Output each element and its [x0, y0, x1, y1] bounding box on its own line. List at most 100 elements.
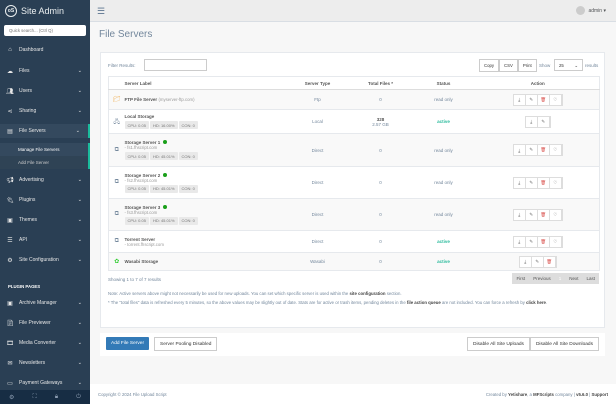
- click-here-link[interactable]: click here: [526, 300, 546, 305]
- download-icon[interactable]: ⤓: [513, 145, 526, 155]
- sidebar-item-users[interactable]: 👥︎ Users ⌄: [6, 88, 82, 95]
- edit-icon[interactable]: ✎: [525, 236, 538, 247]
- heart-icon[interactable]: ♡: [549, 177, 562, 188]
- sidebar-item-api[interactable]: ☰ API ⌄: [7, 237, 82, 244]
- download-icon[interactable]: ⤓: [513, 94, 526, 105]
- status: read only: [410, 198, 477, 231]
- plug-icon: 🔌︎: [6, 197, 14, 204]
- sidebar-item-plugins[interactable]: 🔌︎ Plugins ⌄: [6, 197, 82, 204]
- chevron-down-icon: ⌄: [77, 177, 82, 183]
- sidebar-item-sharing[interactable]: ⋖ Sharing ⌄: [7, 108, 82, 115]
- site-configuration-link[interactable]: site configuration: [349, 291, 386, 296]
- sidebar-item-files[interactable]: ☁ Files ⌄: [7, 68, 82, 75]
- server-name[interactable]: Storage Server 1: [124, 140, 161, 145]
- plugin-item[interactable]: ▭ Payment Gateways ⌄: [7, 380, 82, 387]
- servers-panel: Filter Results: Copy CSV Print Show 25 ⌄ re…: [100, 52, 605, 328]
- sidebar-subitem[interactable]: Add File Server: [0, 156, 90, 169]
- print-button[interactable]: Print: [517, 59, 537, 72]
- yetishare-link[interactable]: Yetishare: [508, 392, 528, 397]
- edit-icon[interactable]: ✎: [525, 145, 538, 155]
- delete-icon[interactable]: 🗑︎: [543, 256, 556, 267]
- heart-icon[interactable]: ♡: [549, 145, 562, 155]
- lock-icon[interactable]: 🔒︎: [54, 393, 59, 400]
- sitemap-icon: ⧉: [108, 198, 125, 231]
- col-server-type[interactable]: Server Type: [284, 76, 351, 90]
- support-link[interactable]: Support: [591, 392, 608, 397]
- plugin-item[interactable]: 📄︎ File Previewer ⌄: [6, 320, 82, 327]
- heart-icon[interactable]: ♡: [549, 209, 562, 220]
- fullscreen-icon[interactable]: ⛶: [32, 393, 37, 400]
- download-icon[interactable]: ⤓: [525, 116, 538, 127]
- col-action: Action: [476, 76, 600, 90]
- disable-downloads-button[interactable]: Disable All Site Downloads: [529, 337, 599, 351]
- delete-icon[interactable]: 🗑︎: [537, 236, 550, 247]
- col-server-label[interactable]: Server Label: [124, 76, 285, 90]
- delete-icon[interactable]: 🗑︎: [537, 145, 550, 155]
- page-size-select[interactable]: 25 ⌄: [554, 59, 583, 71]
- disable-uploads-button[interactable]: Disable All Site Uploads: [467, 337, 530, 351]
- results-label: results: [585, 63, 599, 68]
- mfscripts-link[interactable]: MFScripts: [533, 392, 554, 397]
- edit-icon[interactable]: ✎: [537, 116, 550, 127]
- server-host: - fs3.fhscript.com: [124, 209, 158, 215]
- hdd-icon: ▤: [7, 128, 13, 135]
- file-action-queue-link[interactable]: file action queue: [406, 300, 441, 305]
- col-status[interactable]: Status: [410, 76, 477, 90]
- total-files: 328 2.57 GB: [350, 109, 411, 134]
- sidebar-subitem[interactable]: Manage File Servers: [0, 143, 90, 156]
- download-icon[interactable]: ⤓: [513, 236, 526, 247]
- sidebar-item-site-configuration[interactable]: ⚙ Site Configuration ⌄: [7, 257, 82, 264]
- page-last[interactable]: Last: [586, 276, 595, 281]
- col-total-files[interactable]: Total Files *: [350, 76, 411, 90]
- plugin-item[interactable]: 🎞︎ Media Converter ⌄: [6, 340, 82, 347]
- sidebar-item-advertising[interactable]: 📢︎ Advertising ⌄: [6, 177, 82, 184]
- footer: Copyright © 2024 File Upload Script Crea…: [90, 384, 616, 404]
- edit-icon[interactable]: ✎: [525, 177, 538, 188]
- chevron-down-icon: ⌄: [77, 320, 82, 326]
- stat-badge: CPU: 0.05: [124, 216, 149, 225]
- server-type: Local: [284, 109, 351, 134]
- edit-icon[interactable]: ✎: [531, 256, 544, 267]
- plugin-item[interactable]: ▣ Archive Manager ⌄: [7, 300, 82, 307]
- delete-icon[interactable]: 🗑︎: [537, 209, 550, 220]
- settings-icon[interactable]: ⚙: [9, 394, 15, 401]
- server-name[interactable]: Local Storage: [124, 114, 155, 119]
- chevron-down-icon: ⌄: [77, 237, 82, 243]
- server-pooling-button[interactable]: Server Pooling Disabled: [154, 337, 218, 351]
- table-row: 📁︎ FTP File Server (myserver-ftp.com) Ft…: [108, 89, 600, 110]
- heart-icon[interactable]: ♡: [549, 236, 562, 247]
- page-previous[interactable]: Previous: [533, 276, 551, 281]
- total-files: 0: [350, 166, 411, 199]
- page-next[interactable]: Next: [569, 276, 579, 281]
- heart-icon[interactable]: ♡: [549, 94, 562, 105]
- user-menu[interactable]: admin ▾: [576, 6, 606, 15]
- page-1[interactable]: 1: [558, 276, 562, 281]
- wasabi-icon: ✿: [108, 252, 125, 271]
- copy-button[interactable]: Copy: [479, 59, 500, 72]
- filter-input[interactable]: [144, 59, 207, 71]
- server-name[interactable]: Storage Server 2: [124, 172, 161, 178]
- download-icon[interactable]: ⤓: [519, 256, 532, 267]
- server-name[interactable]: Wasabi Storage: [124, 259, 159, 264]
- server-name[interactable]: Torrent Server: [124, 236, 156, 242]
- download-icon[interactable]: ⤓: [513, 177, 526, 188]
- brand[interactable]: oS Site Admin: [0, 0, 90, 22]
- delete-icon[interactable]: 🗑︎: [537, 94, 550, 105]
- sidebar-item-themes[interactable]: ▣ Themes ⌄: [7, 217, 82, 224]
- menu-toggle-icon[interactable]: ☰: [97, 6, 106, 16]
- download-icon[interactable]: ⤓: [513, 209, 526, 220]
- edit-icon[interactable]: ✎: [525, 94, 538, 105]
- edit-icon[interactable]: ✎: [525, 209, 538, 220]
- plugin-item[interactable]: ✉ Newsletters ⌄: [7, 360, 82, 367]
- total-files: 0: [350, 252, 411, 271]
- power-icon[interactable]: ⏻: [76, 393, 81, 400]
- quick-search-input[interactable]: [4, 25, 86, 36]
- delete-icon[interactable]: 🗑︎: [537, 177, 550, 188]
- server-name[interactable]: Storage Server 3: [124, 204, 161, 210]
- add-file-server-button[interactable]: Add File Server: [106, 337, 150, 350]
- server-name[interactable]: FTP File Server: [124, 97, 158, 102]
- page-first[interactable]: First: [516, 276, 526, 281]
- csv-button[interactable]: CSV: [499, 59, 518, 72]
- sidebar-item-file-servers[interactable]: ▤ File Servers ⌄: [0, 124, 90, 138]
- sidebar-item-dashboard[interactable]: ⌂ Dashboard: [0, 43, 90, 57]
